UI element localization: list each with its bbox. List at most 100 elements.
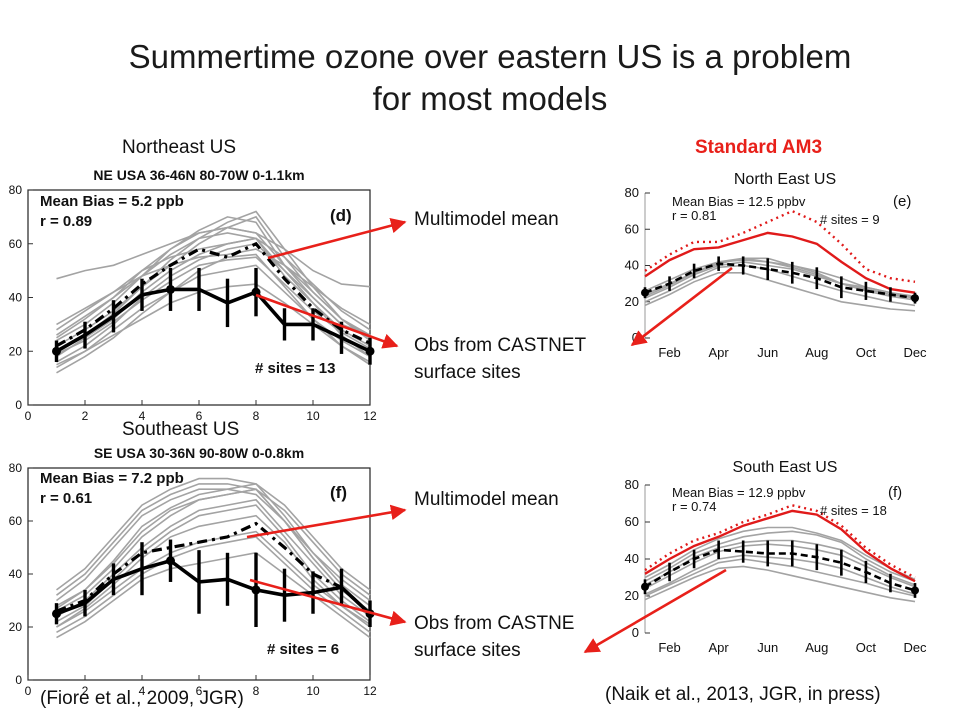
panel-label: (f) <box>888 484 902 501</box>
stats-label: r = 0.74 <box>672 499 716 514</box>
x-tick-label: Dec <box>903 640 927 655</box>
annotation-obs-castnet-bottom: Obs from CASTNE surface sites <box>414 610 574 664</box>
panel-label: (e) <box>893 193 911 210</box>
x-tick-label: Oct <box>856 640 877 655</box>
label-southeast: Southeast US <box>122 419 240 440</box>
model-line <box>644 539 916 586</box>
am3-line <box>644 509 916 583</box>
y-tick-label: 20 <box>625 588 639 603</box>
model-line <box>644 530 916 582</box>
sites-count: # sites = 18 <box>820 503 887 518</box>
y-tick-label: 80 <box>9 183 23 197</box>
y-tick-label: 0 <box>15 673 22 687</box>
obs-line <box>644 548 916 592</box>
annotation-obs-castnet-top: Obs from CASTNET surface sites <box>414 332 586 386</box>
title-line-1: Summertime ozone over eastern US is a pr… <box>128 38 852 75</box>
x-tick-label: Aug <box>805 345 828 360</box>
sites-count: # sites = 13 <box>255 360 335 377</box>
obs-marker <box>911 586 919 595</box>
x-tick-label: Jun <box>757 345 778 360</box>
stats-label: r = 0.61 <box>40 490 92 507</box>
y-tick-label: 80 <box>625 185 639 200</box>
y-tick-label: 40 <box>9 291 23 305</box>
label-northeast: Northeast US <box>122 137 237 158</box>
x-tick-label: Jun <box>757 640 778 655</box>
annotation-obs-line-2: surface sites <box>414 362 521 383</box>
annotation-multimodel-mean-bottom: Multimodel mean <box>414 489 559 510</box>
x-tick-label: 8 <box>253 409 260 423</box>
y-tick-label: 0 <box>15 398 22 412</box>
chart-fiore-northeast: NE USA 36-46N 80-70W 0-1.1km 0 20 40 60 80 0 2 4… <box>9 167 377 423</box>
model-line <box>644 565 916 603</box>
y-tick-label: 40 <box>9 567 23 581</box>
label-standard-am3: Standard AM3 <box>695 137 823 158</box>
obs-marker <box>365 346 375 356</box>
x-tick-label: Dec <box>903 345 927 360</box>
obs-marker <box>166 284 175 294</box>
stats-label: Mean Bias = 12.9 ppbv <box>672 485 806 500</box>
x-tick-label: Oct <box>856 345 877 360</box>
x-tick-label: 6 <box>196 684 203 698</box>
y-tick-label: 20 <box>9 620 23 634</box>
stats-label: r = 0.81 <box>672 208 716 223</box>
chart-naik-southeast: South East US 0 20 40 60 80 Feb Apr Jun Aug Oct Dec… <box>625 459 928 655</box>
obs-marker <box>251 585 261 595</box>
y-tick-label: 0 <box>632 330 639 345</box>
model-line <box>644 554 916 595</box>
model-line <box>644 526 916 581</box>
y-tick-label: 60 <box>625 514 639 529</box>
x-tick-label: Feb <box>658 345 680 360</box>
obs-marker <box>641 582 649 591</box>
y-tick-label: 20 <box>625 294 639 309</box>
panel-label: (f) <box>330 483 347 502</box>
model-line <box>56 551 371 639</box>
x-tick-label: 8 <box>253 684 260 698</box>
x-tick-label: Aug <box>805 640 828 655</box>
obs-marker <box>166 556 175 566</box>
sites-count: # sites = 9 <box>820 212 880 227</box>
x-tick-label: Apr <box>709 345 730 360</box>
y-tick-label: 40 <box>625 258 639 273</box>
chart-title: NE USA 36-46N 80-70W 0-1.1km <box>93 167 304 183</box>
am3-dotted-line <box>644 504 916 579</box>
chart-fiore-southeast: SE USA 30-36N 90-80W 0-0.8km 0 20 40 60 80 0 2 4… <box>9 445 377 698</box>
y-tick-label: 60 <box>9 514 23 528</box>
y-tick-label: 80 <box>625 477 639 492</box>
chart-title: SE USA 30-36N 90-80W 0-0.8km <box>94 445 304 461</box>
annotation-obs-line-1: Obs from CASTNET <box>414 335 587 356</box>
citation-naik: (Naik et al., 2013, JGR, in press) <box>605 684 881 705</box>
annotation-multimodel-mean-top: Multimodel mean <box>414 209 559 230</box>
x-tick-label: 10 <box>306 409 320 423</box>
x-tick-label: Feb <box>658 640 680 655</box>
y-tick-label: 20 <box>9 344 23 358</box>
model-line <box>644 543 916 590</box>
obs-marker <box>52 346 61 356</box>
y-tick-label: 80 <box>9 461 23 475</box>
model-line <box>56 488 371 612</box>
model-line <box>56 226 371 288</box>
am3-line <box>644 231 916 294</box>
citation-fiore: (Fiore et al., 2009, JGR) <box>40 688 244 709</box>
chart-title: South East US <box>733 459 838 476</box>
chart-title: North East US <box>734 171 836 188</box>
x-tick-label: 2 <box>82 684 89 698</box>
y-tick-label: 60 <box>9 237 23 251</box>
obs-marker <box>251 287 261 297</box>
x-tick-label: Apr <box>709 640 730 655</box>
x-tick-label: 12 <box>363 684 377 698</box>
obs-marker <box>641 288 649 297</box>
slide-title: Summertime ozone over eastern US is a pr… <box>0 36 960 120</box>
obs-marker <box>365 609 375 619</box>
x-tick-label: 4 <box>139 409 146 423</box>
stats-label: Mean Bias = 12.5 ppbv <box>672 194 806 209</box>
title-line-2: for most models <box>372 80 608 117</box>
y-tick-label: 0 <box>632 625 639 640</box>
stats-label: Mean Bias = 7.2 ppb <box>40 470 184 487</box>
panel-label: (d) <box>330 206 352 225</box>
model-line <box>56 488 371 602</box>
y-tick-label: 60 <box>625 221 639 236</box>
model-line <box>56 477 371 591</box>
x-tick-label: 6 <box>196 409 203 423</box>
x-tick-label: 0 <box>25 684 32 698</box>
model-line <box>56 483 371 596</box>
